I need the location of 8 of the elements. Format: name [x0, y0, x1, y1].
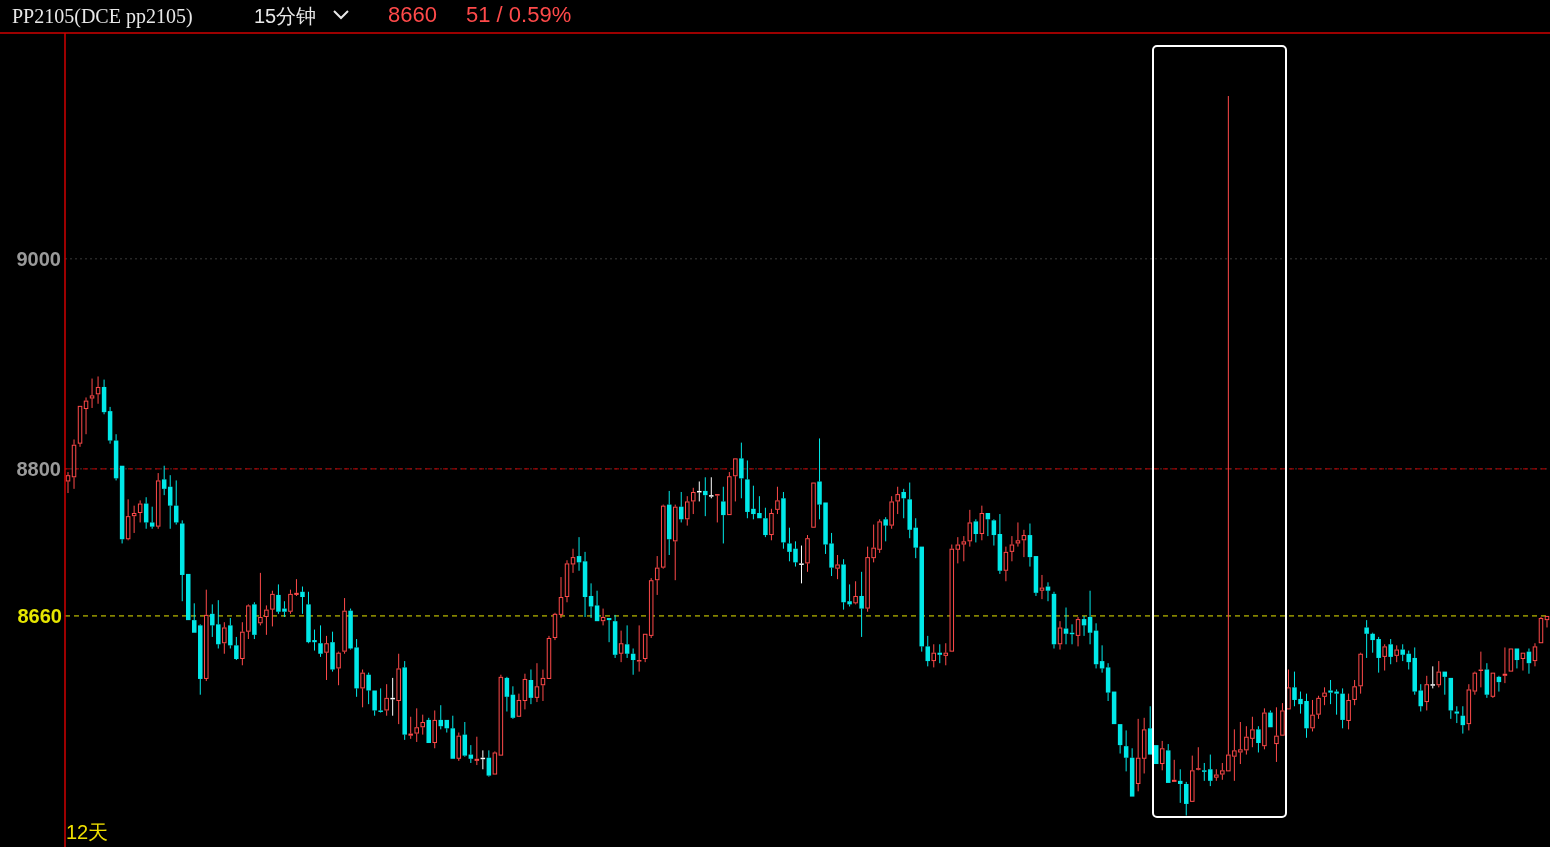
text: 8660 [388, 2, 437, 27]
ref-line-label: 8660 [17, 604, 62, 627]
chart-subtitle: 15分钟 [254, 5, 317, 27]
annotation: 12天 [66, 821, 109, 843]
y-tick-label: 8800 [16, 457, 61, 480]
text: 51 / 0.59% [466, 2, 572, 27]
y-tick-label: 9000 [16, 247, 61, 270]
chart-title: PP2105(DCE pp2105) [12, 5, 193, 28]
